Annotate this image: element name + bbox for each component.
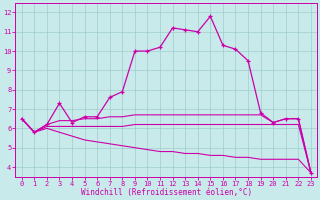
- X-axis label: Windchill (Refroidissement éolien,°C): Windchill (Refroidissement éolien,°C): [81, 188, 252, 197]
